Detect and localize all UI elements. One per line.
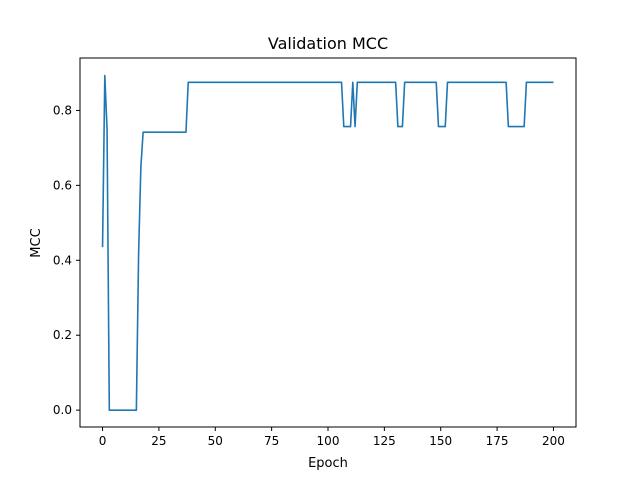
x-tick-label: 50 xyxy=(208,434,223,448)
x-tick-label: 75 xyxy=(264,434,279,448)
plot-frame xyxy=(80,58,576,427)
y-tick-label: 0.2 xyxy=(53,328,72,342)
x-axis: 0 25 50 75 100 125 150 175 200 xyxy=(99,427,565,448)
chart-title: Validation MCC xyxy=(268,34,388,53)
y-tick-label: 0.6 xyxy=(53,178,72,192)
y-axis: 0.0 0.2 0.4 0.6 0.8 xyxy=(53,103,80,417)
y-tick-label: 0.0 xyxy=(53,403,72,417)
y-axis-label: MCC xyxy=(29,228,44,257)
x-tick-label: 0 xyxy=(99,434,107,448)
series-line xyxy=(103,76,554,411)
series-layer xyxy=(103,76,554,411)
x-tick-label: 200 xyxy=(542,434,565,448)
x-tick-label: 125 xyxy=(373,434,396,448)
x-tick-label: 25 xyxy=(151,434,166,448)
x-tick-label: 100 xyxy=(317,434,340,448)
y-tick-label: 0.8 xyxy=(53,103,72,117)
x-axis-label: Epoch xyxy=(308,456,348,471)
plot-area xyxy=(80,58,576,427)
x-tick-label: 150 xyxy=(429,434,452,448)
x-tick-label: 175 xyxy=(486,434,509,448)
y-tick-label: 0.4 xyxy=(53,253,72,267)
